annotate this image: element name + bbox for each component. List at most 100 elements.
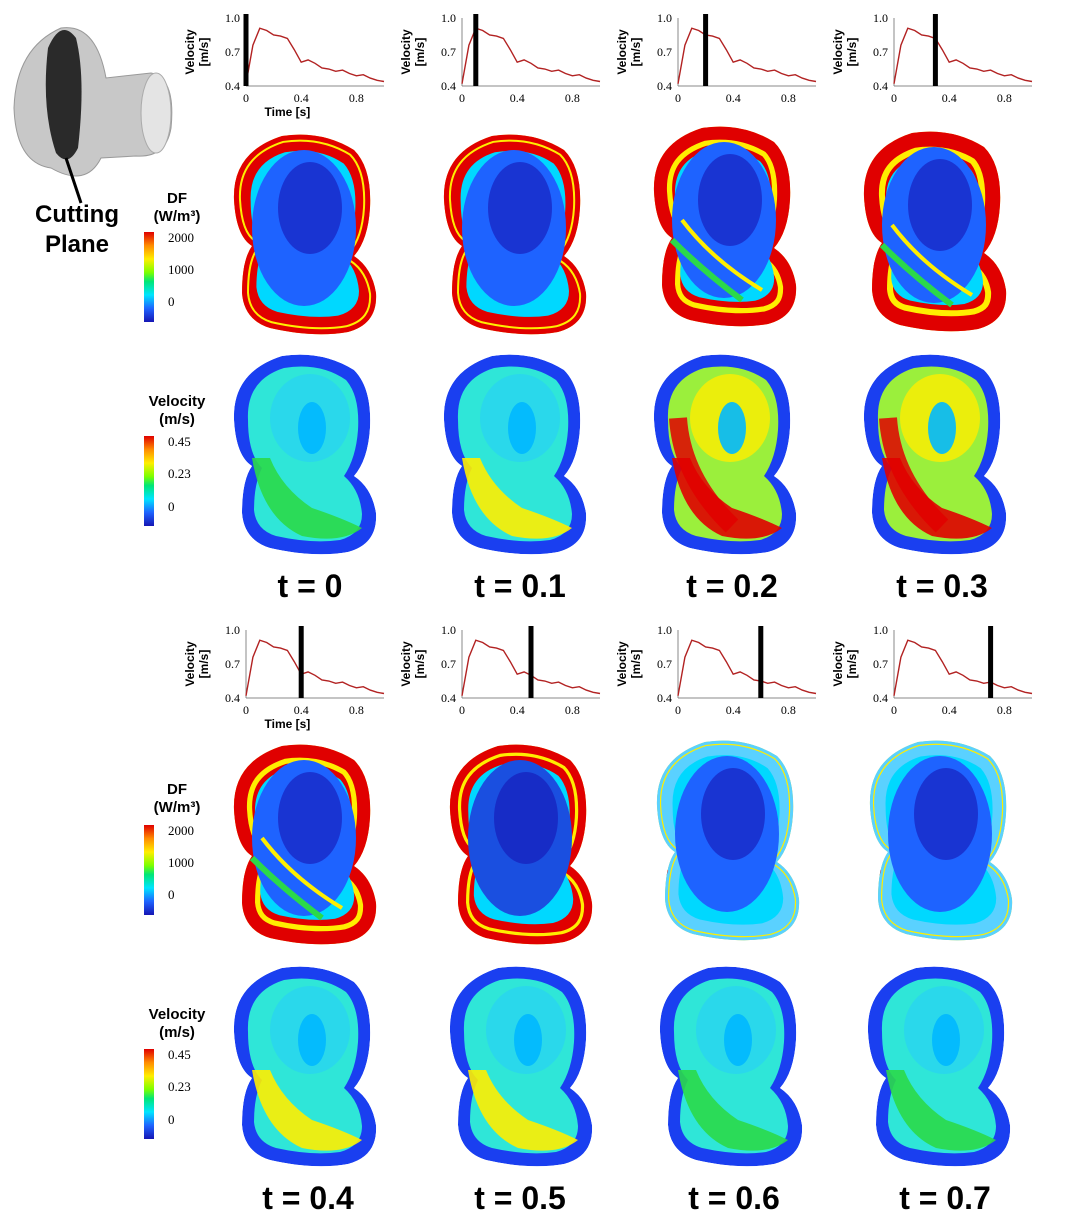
df-streak — [890, 223, 974, 297]
contour-field — [653, 126, 797, 327]
df-notch — [869, 856, 882, 878]
x-axis-label: Time [s] — [265, 105, 311, 119]
y-tick-label: 1.0 — [657, 623, 672, 637]
df-streak — [260, 836, 344, 910]
y-axis-label: Velocity — [183, 641, 197, 687]
velocity-low-spot — [928, 402, 956, 454]
x-tick-label: 0.8 — [349, 703, 364, 717]
df-contour-t05 — [449, 744, 593, 945]
x-axis-label: Time [s] — [265, 717, 311, 731]
df-tick-max: 2000 — [168, 230, 194, 245]
velocity-tick-min: 0 — [168, 499, 175, 514]
x-tick-label: 0 — [675, 703, 681, 717]
velocity-low-spot — [514, 1014, 542, 1066]
velocity-colorbar-2 — [144, 1049, 154, 1139]
time-label-t07: t = 0.7 — [899, 1180, 991, 1216]
y-tick-label: 0.7 — [873, 657, 888, 671]
velocity-lower-jet — [678, 1070, 788, 1151]
y-tick-label: 0.7 — [225, 657, 240, 671]
df-contour-t0 — [233, 134, 377, 335]
df-deep-core — [278, 162, 342, 254]
velocity-high-band — [879, 417, 949, 533]
contour-field — [656, 740, 800, 941]
df-colorbar-2 — [144, 825, 154, 915]
y-tick-label: 1.0 — [441, 11, 456, 25]
velocity-low-spot — [508, 402, 536, 454]
y-axis-label: Velocity — [183, 29, 197, 75]
y-axis-unit: [m/s] — [197, 38, 211, 67]
y-axis-label: Velocity — [615, 641, 629, 687]
df-deep-core — [914, 768, 978, 860]
contour-field — [233, 744, 377, 945]
velocity-contour-t02 — [653, 354, 797, 555]
contour-field — [867, 966, 1011, 1167]
velocity-trace — [245, 639, 385, 696]
df-colorbar — [144, 232, 154, 322]
velocity-legend-title: Velocity (m/s) — [148, 393, 206, 428]
y-tick-label: 0.4 — [441, 691, 456, 705]
y-tick-label: 0.4 — [225, 79, 240, 93]
y-tick-label: 1.0 — [225, 11, 240, 25]
velocity-low-spot — [718, 402, 746, 454]
x-tick-label: 0.4 — [294, 91, 309, 105]
x-tick-label: 0.8 — [997, 703, 1012, 717]
cutting-plane-label: Cutting Plane — [35, 201, 119, 258]
df-notch — [233, 250, 246, 272]
contour-field — [233, 134, 377, 335]
y-tick-label: 0.7 — [657, 657, 672, 671]
df-contour-t04 — [233, 744, 377, 945]
velocity-high-band — [669, 417, 739, 533]
velocity-contour-t01 — [443, 354, 587, 555]
y-tick-label: 0.4 — [873, 691, 888, 705]
y-tick-label: 0.7 — [225, 45, 240, 59]
velocity-contour-t05 — [449, 966, 593, 1167]
velocity-lower-jet — [252, 458, 362, 539]
y-tick-label: 1.0 — [441, 623, 456, 637]
x-tick-label: 0.4 — [942, 703, 957, 717]
df-tick-mid: 1000 — [168, 262, 194, 277]
velocity-tick-mid-2: 0.23 — [168, 1079, 191, 1094]
x-tick-label: 0.8 — [781, 703, 796, 717]
y-axis-unit: [m/s] — [845, 650, 859, 679]
velocity-colorbar — [144, 436, 154, 526]
x-tick-label: 0 — [459, 703, 465, 717]
df-rim-edge — [443, 134, 587, 335]
df-notch — [443, 250, 456, 272]
df-notch — [656, 856, 669, 878]
time-label-t04: t = 0.4 — [262, 1180, 354, 1216]
df-deep-core — [494, 772, 558, 864]
y-tick-label: 1.0 — [873, 11, 888, 25]
y-tick-label: 0.4 — [873, 79, 888, 93]
y-axis-label: Velocity — [831, 29, 845, 75]
x-tick-label: 0.4 — [294, 703, 309, 717]
velocity-low-spot — [932, 1014, 960, 1066]
y-axis-unit: [m/s] — [629, 650, 643, 679]
time-label-t01: t = 0.1 — [474, 568, 566, 604]
df-contour-t03 — [863, 131, 1007, 332]
time-label-t05: t = 0.5 — [474, 1180, 566, 1216]
y-axis-unit: [m/s] — [413, 650, 427, 679]
velocity-tick-max: 0.45 — [168, 434, 191, 449]
df-tick-min-2: 0 — [168, 887, 175, 902]
velocity-contour-t04 — [233, 966, 377, 1167]
contour-field — [659, 966, 803, 1167]
y-tick-label: 0.4 — [657, 691, 672, 705]
df-contour-t06 — [656, 740, 800, 941]
velocity-contour-t0 — [233, 354, 377, 555]
df-rim-edge — [653, 126, 797, 327]
contour-field — [449, 966, 593, 1167]
y-axis-unit: [m/s] — [197, 650, 211, 679]
y-tick-label: 0.7 — [657, 45, 672, 59]
x-tick-label: 0.4 — [942, 91, 957, 105]
velocity-lower-jet — [886, 1070, 996, 1151]
velocity-trace — [677, 639, 817, 696]
time-label-t02: t = 0.2 — [686, 568, 778, 604]
velocity-contour-t07 — [867, 966, 1011, 1167]
df-deep-core — [278, 772, 342, 864]
df-deep-core — [908, 159, 972, 251]
df-tick-mid-2: 1000 — [168, 855, 194, 870]
x-tick-label: 0 — [243, 703, 249, 717]
df-streak — [249, 855, 324, 921]
